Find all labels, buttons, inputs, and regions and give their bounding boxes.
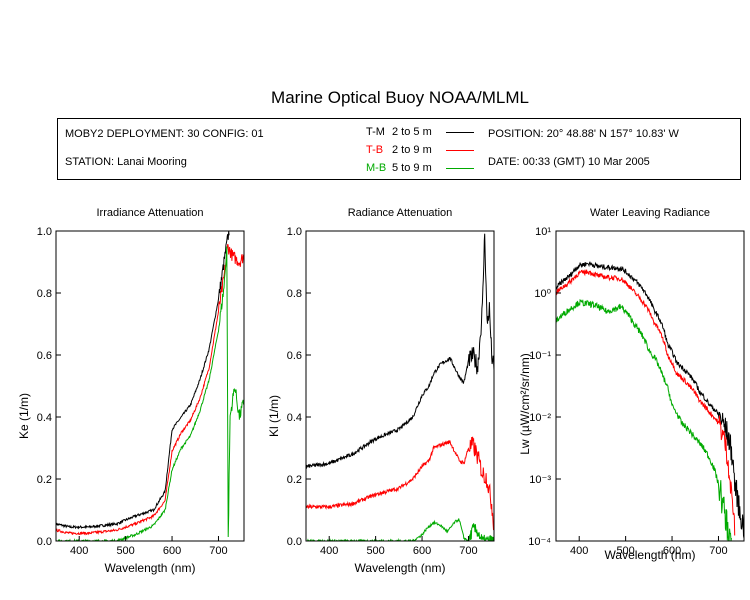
y-axis-label: Lw (µW/cm²/sr/nm) (518, 353, 532, 455)
legend-code: T-M (366, 126, 385, 138)
x-tick-label: 600 (663, 545, 681, 557)
chart-title: Irradiance Attenuation (96, 207, 203, 219)
legend-range: 5 to 9 m (392, 162, 432, 174)
y-axis-label: Kl (1/m) (267, 395, 281, 437)
x-tick-label: 400 (70, 545, 88, 557)
x-tick-label: 600 (413, 545, 431, 557)
y-tick-label: 10⁻¹ (529, 350, 551, 362)
chart-title: Radiance Attenuation (348, 207, 453, 219)
series-line-m-b (306, 518, 494, 541)
series-line-t-b (306, 436, 494, 531)
x-axis-label: Wavelength (nm) (605, 548, 696, 562)
y-tick-label: 10⁻⁴ (528, 536, 551, 548)
deployment-text: MOBY2 DEPLOYMENT: 30 CONFIG: 01 (65, 128, 264, 140)
y-tick-label: 0.0 (37, 536, 52, 548)
series-line-t-b (556, 268, 736, 536)
y-tick-label: 0.4 (37, 412, 52, 424)
x-tick-label: 400 (320, 545, 338, 557)
legend-line-swatch (446, 150, 474, 151)
legend-line-swatch (446, 168, 474, 169)
series-line-t-m (556, 261, 744, 539)
series-line-t-m (306, 233, 494, 470)
legend-line-swatch (446, 132, 474, 133)
y-tick-label: 0.8 (287, 288, 302, 300)
series-line-m-b (556, 298, 732, 541)
y-tick-label: 0.8 (37, 288, 52, 300)
x-tick-label: 700 (209, 545, 227, 557)
y-tick-label: 10⁰ (534, 288, 551, 300)
x-axis-label: Wavelength (nm) (105, 561, 196, 575)
info-box: MOBY2 DEPLOYMENT: 30 CONFIG: 01 STATION:… (57, 118, 741, 180)
legend-code: M-B (366, 162, 387, 174)
chart-panel: 400 500 600 700 0.0 0.2 0.4 0.6 0.8 1.0 Radiance A… (267, 207, 495, 575)
date-text: DATE: 00:33 (GMT) 10 Mar 2005 (488, 156, 650, 168)
plot-frame (305, 230, 495, 542)
y-tick-label: 1.0 (287, 226, 302, 238)
y-tick-label: 10⁻³ (529, 474, 551, 486)
y-axis-label: Ke (1/m) (17, 393, 31, 439)
y-tick-label: 10¹ (535, 226, 551, 238)
series-line-t-b (56, 243, 244, 536)
x-tick-label: 400 (570, 545, 588, 557)
y-tick-label: 0.4 (287, 412, 302, 424)
x-tick-label: 500 (116, 545, 134, 557)
x-tick-label: 500 (616, 545, 634, 557)
y-tick-label: 0.6 (37, 350, 52, 362)
x-tick-label: 500 (366, 545, 384, 557)
series-line-t-m (56, 231, 230, 530)
y-tick-label: 1.0 (37, 226, 52, 238)
chart-main-title: Marine Optical Buoy NOAA/MLML (271, 88, 529, 107)
position-text: POSITION: 20° 48.88' N 157° 10.83' W (488, 128, 679, 140)
station-text: STATION: Lanai Mooring (65, 156, 187, 168)
x-axis-label: Wavelength (nm) (355, 561, 446, 575)
plot-frame (55, 230, 245, 542)
chart-panel: 400 500 600 700 0.0 0.2 0.4 0.6 0.8 1.0 Irradiance… (17, 207, 245, 575)
y-tick-label: 0.2 (287, 474, 302, 486)
legend-range: 2 to 9 m (392, 144, 432, 156)
x-tick-label: 700 (459, 545, 477, 557)
series-line-m-b (56, 246, 244, 541)
x-tick-label: 600 (163, 545, 181, 557)
plot-frame (555, 230, 745, 542)
chart-title: Water Leaving Radiance (590, 207, 710, 219)
x-tick-label: 700 (709, 545, 727, 557)
legend-range: 2 to 5 m (392, 126, 432, 138)
chart-panel: 400 500 600 700 10⁻⁴ 10⁻³ 10⁻² 10⁻¹ 10⁰ 10¹ Water … (518, 207, 745, 562)
y-tick-label: 0.2 (37, 474, 52, 486)
y-tick-label: 0.0 (287, 536, 302, 548)
y-tick-label: 10⁻² (529, 412, 551, 424)
legend-code: T-B (366, 144, 384, 156)
y-tick-label: 0.6 (287, 350, 302, 362)
